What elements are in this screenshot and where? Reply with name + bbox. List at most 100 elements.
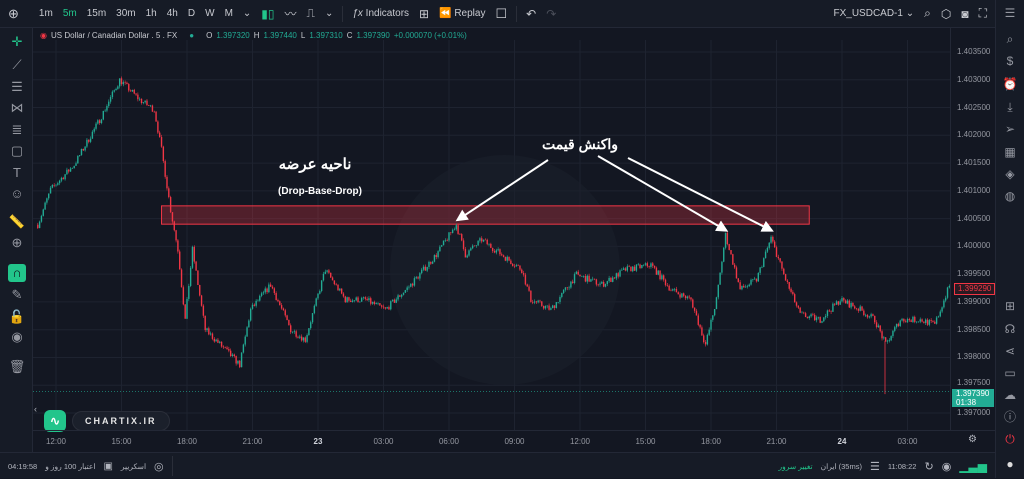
candle-body [679,294,681,298]
candles-icon[interactable]: ▮▯ [261,6,275,21]
line-chart-icon[interactable]: 〰 [284,7,297,21]
search-chart-icon[interactable]: ⌕ [1006,32,1014,46]
time-scale[interactable]: 12:00 15:00 18:00 21:00 23 03:00 06:00 09:00 12:… [33,430,995,452]
timeframe-15m[interactable]: 15m [86,8,107,19]
candle-body [559,297,561,303]
send-icon[interactable]: ➢ [1004,122,1016,136]
calendar-check-icon[interactable]: ▣ [103,460,113,472]
candle-body [384,307,387,309]
camera-icon[interactable]: ◙ [961,6,969,21]
visibility-icon[interactable]: ◉ [941,460,952,473]
unlock-icon[interactable]: 🔓 [8,309,26,324]
timeframe-D[interactable]: D [187,8,196,19]
pattern-icon[interactable]: ⋈ [10,100,24,115]
calendar-icon[interactable]: ▦ [1004,145,1016,159]
candle-body [299,336,301,338]
indicators-button[interactable]: ƒx Indicators [347,8,414,19]
candle-body [639,264,641,268]
timeframe-M[interactable]: M [224,8,233,19]
candle-body [888,340,891,341]
step-chart-icon[interactable]: ⎍ [306,6,315,20]
crosshair-icon[interactable]: ✛ [11,34,23,49]
zone-subtitle: (Drop-Base-Drop) [278,186,362,197]
candle-body [446,240,448,241]
undo-icon[interactable]: ↶ [526,6,537,21]
card-icon[interactable]: ▭ [1004,366,1016,380]
timeframe-30m[interactable]: 30m [116,8,136,19]
download-icon[interactable]: ⤓ [1007,100,1013,114]
candle-body [355,297,357,301]
chart-type-dropdown-icon[interactable]: ⌄ [324,8,334,19]
candle-body [180,269,183,288]
price-scale[interactable]: 1.403500 1.403000 1.402500 1.402000 1.401500… [950,28,995,430]
redo-icon[interactable]: ↷ [546,6,557,21]
market-status-icon: ● [189,31,195,40]
widgets-icon[interactable]: ⊞ [1004,299,1016,313]
candle-body [872,314,874,316]
change-server-link[interactable]: تغییر سرور [778,461,813,471]
timeframe-1m[interactable]: 1m [38,8,53,19]
scale-settings-icon[interactable]: ⚙ [968,434,977,445]
trash-icon[interactable]: 🗑 [8,359,26,374]
scanner-label[interactable]: اسکریپر [120,461,147,471]
alarm-icon[interactable]: ⏰ [1002,77,1018,91]
timeframe-5m[interactable]: 5m [62,8,77,19]
candle-body [171,212,174,222]
candle-body [924,319,927,323]
magnet-icon[interactable]: ∩ [8,264,26,282]
timeframe-4h[interactable]: 4h [166,8,178,19]
candle-body [932,320,934,322]
eye-icon[interactable]: ◉ [11,329,23,344]
quick-search-icon[interactable]: ⌕ [924,6,931,20]
candle-body [461,234,463,241]
templates-icon[interactable]: ⊞ [419,6,430,21]
dollar-icon[interactable]: $ [1006,54,1014,68]
candle-body [477,240,479,246]
candle-body [688,296,690,298]
settings-icon[interactable]: ⬡ [940,6,952,21]
candle-body [124,82,126,83]
fullscreen-icon[interactable]: ⛶ [978,6,987,20]
cloud-icon[interactable]: ☁ [1004,388,1016,402]
zoom-in-icon[interactable]: ⊕ [11,235,23,250]
user-icon[interactable]: ● [1006,457,1014,471]
layers-icon[interactable]: ◈ [1005,167,1015,181]
rectangle-icon[interactable]: ▢ [10,143,24,158]
candle-body [588,275,590,282]
candle-body [828,310,830,312]
symbol-select[interactable]: FX_USDCAD-1 ⌄ [833,8,915,19]
text-icon[interactable]: T [13,165,21,180]
timeframe-1h[interactable]: 1h [145,8,157,19]
share-icon[interactable]: ⋖ [1004,344,1016,358]
lock-drawing-icon[interactable]: ✎ [11,287,23,302]
candle-body [380,305,383,307]
trend-line-icon[interactable]: ⟋ [12,57,22,72]
fib-icon[interactable]: ≣ [11,122,23,137]
ruler-icon[interactable]: 📏 [8,214,26,229]
candle-body [817,316,820,318]
candle-body [433,255,436,262]
collapse-toolbar-icon[interactable]: ‹ [34,404,37,414]
power-icon[interactable]: ⏻ [1005,432,1015,446]
support-icon[interactable]: ☊ [1004,322,1016,336]
candle-body [923,321,925,323]
info-icon[interactable]: ⓘ [1003,410,1016,424]
refresh-icon[interactable]: ↻ [924,460,934,473]
replay-button[interactable]: ⏪ Replay [434,8,490,19]
timeframe-W[interactable]: W [205,8,215,19]
scanner-icon[interactable]: ◎ [154,460,164,473]
current-price-label: 1.397390 01:38 [952,389,994,407]
globe-icon[interactable]: ◍ [1004,189,1016,203]
candle-body [570,281,572,288]
candle-body [97,120,99,124]
candle-body [271,286,274,289]
emoji-icon[interactable]: ☺ [10,186,24,201]
symbol-title[interactable]: US Dollar / Canadian Dollar . 5 . FX [50,31,178,40]
menu-icon[interactable]: ☰ [1004,6,1016,20]
add-symbol-icon[interactable]: ⊕ [8,5,19,21]
candle-body [788,281,790,289]
fullscreen-box-icon[interactable]: ☐ [495,5,508,21]
horizontal-lines-icon[interactable]: ☰ [11,79,23,94]
timeframe-dropdown-icon[interactable]: ⌄ [242,8,252,19]
